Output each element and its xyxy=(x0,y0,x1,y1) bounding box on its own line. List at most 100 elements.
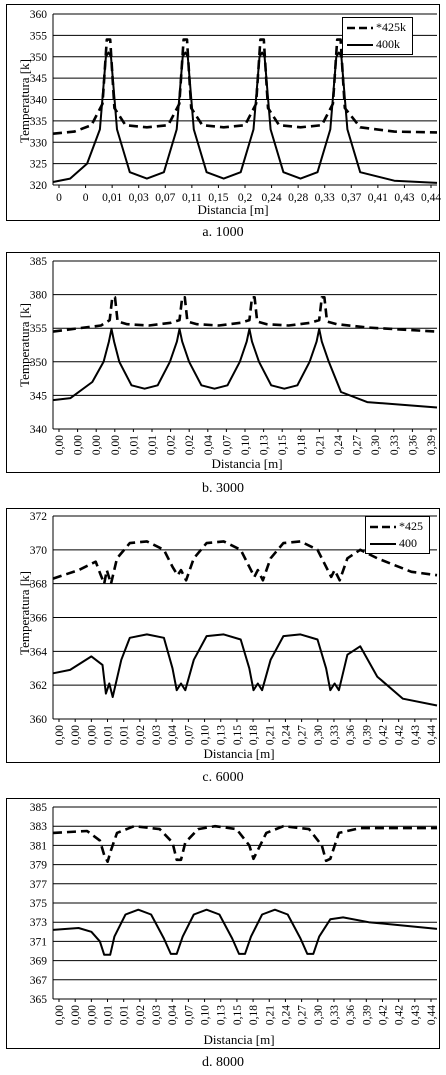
x-tick-label: 0,44 xyxy=(426,1005,438,1025)
caption-b: b. 3000 xyxy=(202,481,244,496)
chart-panel-d: 365 367 369 371 373 375 377 379 381 383 385 0,00 0,0… xyxy=(6,798,440,1049)
series-line-solid xyxy=(52,633,438,707)
chart-svg-d: 365 367 369 371 373 375 377 379 381 383 385 0,00 0,0… xyxy=(30,802,438,1025)
x-axis-title-c: Distancia [m] xyxy=(203,746,275,761)
y-tick-label: 350 xyxy=(30,52,48,64)
x-tick-label: 0,21 xyxy=(264,725,276,745)
y-tick-label: 365 xyxy=(30,994,48,1006)
y-tick-label: 360 xyxy=(30,714,48,726)
series-line-solid xyxy=(52,908,438,956)
x-axis-title-a: Distancia [m] xyxy=(197,202,269,217)
x-tick-label: 0,18 xyxy=(248,1005,260,1025)
chart-panel-c: 360 362 364 366 368 370 372 0,00 0,00 0,00 0,01 0,0… xyxy=(6,508,440,763)
y-tick-label: 369 xyxy=(30,956,48,968)
chart-panel-b: 340 345 350 355 380 385 0,00 0,00 0,00 0,00 0,01 0,… xyxy=(6,252,440,473)
x-tick-label: 0,44 xyxy=(421,192,441,204)
legend-c: *425 400 xyxy=(365,516,430,554)
x-tick-label: 0,07 xyxy=(221,435,233,455)
x-tick-label: 0,03 xyxy=(151,725,163,745)
x-tick-label: 0,36 xyxy=(345,1005,357,1025)
x-tick-label: 0,33 xyxy=(329,1005,341,1025)
x-tick-label: 0,02 xyxy=(135,1005,147,1025)
x-tick-label: 0,39 xyxy=(426,435,438,455)
x-tick-label: 0,24 xyxy=(280,1005,292,1025)
x-tick-label: 0,42 xyxy=(377,725,389,745)
x-tick-label: 0,37 xyxy=(341,192,361,204)
x-tick-label: 0 xyxy=(56,192,62,204)
y-tick-label: 360 xyxy=(30,9,48,21)
y-tick-label: 320 xyxy=(30,180,48,192)
x-tick-label: 0,01 xyxy=(147,435,159,455)
x-tick-label: 0,00 xyxy=(73,435,85,455)
x-tick-label: 0,36 xyxy=(407,435,419,455)
y-tick-label: 362 xyxy=(30,680,48,692)
series-line-dashed xyxy=(52,824,437,864)
x-tick-label: 0,33 xyxy=(389,435,401,455)
y-tick-label: 370 xyxy=(30,545,48,557)
chart-panel-a: 320 325 330 335 340 345 350 355 360 0 0 0,01 0,03 0,0… xyxy=(6,4,441,221)
series-line-dashed xyxy=(52,540,438,585)
x-tick-label: 0,24 xyxy=(280,725,292,745)
series-line-solid xyxy=(52,51,438,184)
x-tick-label: 0,39 xyxy=(361,725,373,745)
x-tick-label: 0,18 xyxy=(296,435,308,455)
y-tick-label: 355 xyxy=(30,30,48,42)
series-line-dashed xyxy=(52,38,438,135)
x-tick-label: 0,01 xyxy=(103,725,115,745)
x-tick-label: 0,04 xyxy=(203,435,215,455)
caption-c: c. 6000 xyxy=(202,770,244,785)
x-tick-label: 0,01 xyxy=(128,435,140,455)
legend-label-c-1: 400 xyxy=(399,536,417,550)
y-tick-label: 381 xyxy=(30,840,48,852)
x-tick-label: 0,39 xyxy=(361,1005,373,1025)
x-tick-label: 0,07 xyxy=(183,725,195,745)
x-tick-label: 0,33 xyxy=(329,725,341,745)
legend-item-a-1: 400k xyxy=(347,36,406,53)
y-tick-label: 372 xyxy=(30,511,48,523)
x-tick-label: 0,44 xyxy=(426,725,438,745)
x-tick-label: 0,00 xyxy=(54,725,66,745)
legend-solid-swatch xyxy=(347,43,373,46)
series-line-solid xyxy=(52,327,438,409)
x-tick-label: 0,30 xyxy=(313,1005,325,1025)
x-tick-label: 0,30 xyxy=(370,435,382,455)
legend-solid-swatch xyxy=(370,542,396,545)
y-tick-label: 383 xyxy=(30,821,48,833)
x-tick-label: 0,24 xyxy=(262,192,282,204)
legend-item-a-0: *425k xyxy=(347,19,406,36)
x-tick-label: 0,01 xyxy=(102,192,122,204)
x-tick-label: 0,43 xyxy=(410,1005,422,1025)
x-tick-label: 0,43 xyxy=(394,192,414,204)
x-tick-label: 0,33 xyxy=(315,192,335,204)
legend-label-a-1: 400k xyxy=(376,37,400,51)
x-tick-label: 0,18 xyxy=(248,725,260,745)
x-tick-label: 0,42 xyxy=(394,725,406,745)
x-tick-label: 0,2 xyxy=(238,192,253,204)
x-tick-label: 0,04 xyxy=(167,1005,179,1025)
y-tick-label: 345 xyxy=(30,73,48,85)
legend-label-a-0: *425k xyxy=(376,20,406,34)
y-tick-label: 345 xyxy=(30,390,48,402)
y-tick-label: 373 xyxy=(30,917,48,929)
y-tick-label: 371 xyxy=(30,936,48,948)
x-tick-label: 0,21 xyxy=(314,435,326,455)
x-tick-label: 0,15 xyxy=(277,435,289,455)
x-tick-label: 0,13 xyxy=(216,1005,228,1025)
y-tick-label: 350 xyxy=(30,357,48,369)
y-tick-label: 385 xyxy=(30,256,48,268)
x-tick-label: 0,00 xyxy=(86,1005,98,1025)
x-tick-label: 0,42 xyxy=(377,1005,389,1025)
legend-label-c-0: *425 xyxy=(399,519,423,533)
x-tick-label: 0 xyxy=(83,192,89,204)
x-axis-title-b: Distancia [m] xyxy=(211,456,283,471)
x-tick-label: 0,01 xyxy=(119,1005,131,1025)
chart-svg-c: 360 362 364 366 368 370 372 0,00 0,00 0,00 0,01 0,0… xyxy=(30,511,438,745)
x-tick-label: 0,02 xyxy=(166,435,178,455)
x-tick-label: 0,24 xyxy=(333,435,345,455)
x-tick-label: 0,27 xyxy=(297,725,309,745)
y-tick-label: 375 xyxy=(30,898,48,910)
x-tick-label: 0,03 xyxy=(151,1005,163,1025)
legend-dashed-swatch xyxy=(347,26,373,29)
x-tick-label: 0,28 xyxy=(288,192,308,204)
legend-item-c-1: 400 xyxy=(370,535,423,552)
